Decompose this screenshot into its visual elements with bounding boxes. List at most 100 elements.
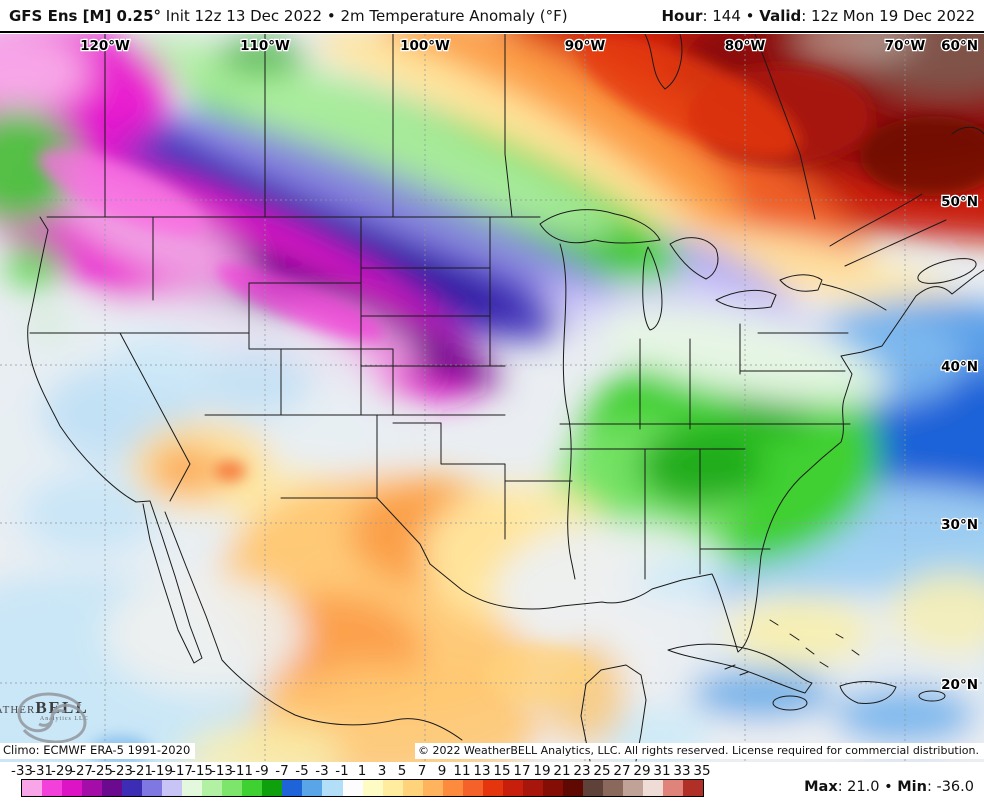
colorbar-tick: -17 [170,763,194,779]
colorbar-cell [302,780,323,796]
meridian-label-80w: 80°W [725,38,766,54]
colorbar-tick: 27 [613,763,631,779]
colorbar-tick: -15 [190,763,214,779]
colorbar-cell [322,780,343,796]
colorbar-tick: 7 [417,763,427,779]
colorbar-tick: -29 [50,763,74,779]
colorbar [21,779,704,797]
colorbar-tick: 9 [437,763,447,779]
colorbar-cell [642,780,663,796]
colorbar-cell [522,780,543,796]
colorbar-tick: -23 [110,763,134,779]
colorbar-cell [342,780,363,796]
colorbar-cell [622,780,643,796]
max-label: Max [804,779,838,795]
meridian-label-90w: 90°W [565,38,606,54]
colorbar-tick: 17 [513,763,531,779]
colorbar-cell [262,780,283,796]
parallel-label-30n: 30°N [941,517,978,533]
anomaly-accent-layer [37,34,984,762]
parallel-label-60n: 60°N [941,38,978,54]
colorbar-cell [422,780,443,796]
colorbar-tick: 5 [397,763,407,779]
colorbar-tick: 15 [493,763,511,779]
coordinate-labels: 120°W 110°W 100°W 90°W 80°W 70°W 60°N 50… [79,37,979,695]
colorbar-cell [82,780,103,796]
colorbar-tick: 35 [693,763,711,779]
colorbar-cell [42,780,63,796]
colorbar-tick: 11 [453,763,471,779]
valid-value: : 12z Mon 19 Dec 2022 [801,6,975,25]
weatherbell-logo: WeatherBELL Analytics LLC [0,692,89,744]
meridian-label-120w: 120°W [80,38,130,54]
max-value: : 21.0 • [837,779,898,795]
logo-word-weather: Weather [0,701,36,717]
colorbar-cell [242,780,263,796]
meridian-label-70w: 70°W [885,38,926,54]
colorbar-tick: -21 [130,763,154,779]
colorbar-tick: -9 [255,763,269,779]
colorbar-cell [542,780,563,796]
colorbar-tick: 29 [633,763,651,779]
colorbar-cell [142,780,163,796]
colorbar-tick: -7 [275,763,289,779]
colorbar-tick: -5 [295,763,309,779]
min-label: Min [897,779,927,795]
max-min-readout: Max: 21.0 • Min: -36.0 [804,779,974,795]
logo-subtitle: Analytics LLC [39,716,89,722]
anomaly-map: 120°W 110°W 100°W 90°W 80°W 70°W 60°N 50… [0,34,984,762]
meridian-label-110w: 110°W [240,38,290,54]
colorbar-tick: 33 [673,763,691,779]
colorbar-tick: -13 [210,763,234,779]
meridian-label-100w: 100°W [400,38,450,54]
header-bar: GFS Ens [M] 0.25° Init 12z 13 Dec 2022 •… [0,0,984,33]
colorbar-cell [582,780,603,796]
valid-label: Valid [759,6,802,25]
colorbar-cell [683,780,704,796]
colorbar-cell [282,780,303,796]
colorbar-tick: 21 [553,763,571,779]
colorbar-cell [202,780,223,796]
colorbar-cell [502,780,523,796]
colorbar-tick: -11 [230,763,254,779]
colorbar-cell [182,780,203,796]
colorbar-tick: -31 [30,763,54,779]
hour-label: Hour [661,6,703,25]
colorbar-cell [482,780,503,796]
colorbar-tick: 19 [533,763,551,779]
colorbar-tick: -19 [150,763,174,779]
colorbar-cell [62,780,83,796]
colorbar-cell [122,780,143,796]
copyright-note: © 2022 WeatherBELL Analytics, LLC. All r… [415,743,984,759]
valid-time: Hour: 144 • Valid: 12z Mon 19 Dec 2022 [662,7,976,25]
colorbar-cell [22,780,43,796]
product-title-model: GFS Ens [M] 0.25° [9,6,162,25]
colorbar-cell [102,780,123,796]
colorbar-tick: 31 [653,763,671,779]
colorbar-cell [602,780,623,796]
colorbar-cell [562,780,583,796]
parallel-label-20n: 20°N [941,677,978,693]
colorbar-tick: 3 [377,763,387,779]
product-title: GFS Ens [M] 0.25° Init 12z 13 Dec 2022 •… [9,7,568,25]
colorbar-section: -33 -31 -29 -27 -25 -23 -21 -19 -17 -15 -13 -11 -9 -7… [0,762,984,808]
weatherbell-swirl-icon [17,692,87,744]
parallel-label-50n: 50°N [941,194,978,210]
climo-note: Climo: ECMWF ERA-5 1991-2020 [0,743,196,759]
colorbar-tick: -3 [315,763,329,779]
colorbar-cell [462,780,483,796]
colorbar-cell [382,780,403,796]
colorbar-cell [663,780,684,796]
colorbar-cell [162,780,183,796]
colorbar-tick: -33 [10,763,34,779]
colorbar-cell [222,780,243,796]
parallel-label-40n: 40°N [941,359,978,375]
colorbar-cell [402,780,423,796]
product-title-detail: Init 12z 13 Dec 2022 • 2m Temperature An… [161,6,568,25]
colorbar-tick: -27 [70,763,94,779]
min-value: : -36.0 [926,779,974,795]
colorbar-cell [442,780,463,796]
colorbar-tick: 13 [473,763,491,779]
hour-value: : 144 • [702,6,760,25]
colorbar-tick: 1 [357,763,367,779]
